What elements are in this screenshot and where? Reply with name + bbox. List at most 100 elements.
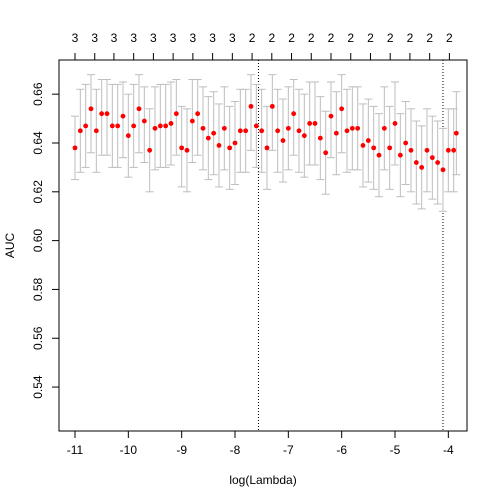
top-tick-label: 3 bbox=[170, 31, 177, 45]
data-point bbox=[115, 123, 121, 129]
data-point bbox=[317, 135, 323, 141]
data-point bbox=[413, 160, 419, 165]
top-tick-label: 3 bbox=[91, 31, 98, 45]
data-point bbox=[381, 125, 387, 131]
data-point bbox=[232, 140, 238, 146]
data-point bbox=[152, 125, 158, 131]
data-point bbox=[376, 152, 382, 158]
data-point bbox=[264, 145, 270, 151]
x-tick-label: -5 bbox=[390, 443, 401, 457]
data-point bbox=[211, 130, 217, 136]
top-tick-label: 3 bbox=[190, 31, 197, 45]
x-tick-label: -11 bbox=[67, 443, 84, 457]
top-tick-label: 3 bbox=[72, 31, 79, 45]
y-tick-label: 0.66 bbox=[31, 82, 45, 106]
data-point bbox=[280, 138, 286, 143]
top-tick-label: 2 bbox=[328, 31, 335, 45]
data-point bbox=[259, 128, 265, 134]
data-point bbox=[93, 128, 99, 134]
top-tick-label: 2 bbox=[446, 31, 453, 45]
data-point bbox=[275, 128, 281, 134]
data-point bbox=[291, 111, 297, 117]
data-point bbox=[125, 133, 131, 139]
error-bar bbox=[103, 79, 111, 156]
data-point bbox=[440, 167, 446, 173]
top-tick-label: 2 bbox=[347, 31, 354, 45]
x-tick-label: -6 bbox=[336, 443, 347, 457]
top-tick-label: 2 bbox=[407, 31, 414, 45]
data-point bbox=[365, 138, 371, 143]
x-tick-label: -10 bbox=[120, 443, 138, 457]
data-point bbox=[419, 164, 425, 170]
data-point bbox=[136, 106, 142, 112]
data-point bbox=[451, 147, 457, 153]
top-tick-label: 2 bbox=[249, 31, 256, 45]
data-point bbox=[77, 128, 83, 134]
data-point bbox=[141, 118, 147, 124]
x-tick-label: -8 bbox=[230, 443, 241, 457]
data-point bbox=[349, 125, 355, 131]
data-point bbox=[301, 133, 307, 139]
data-point bbox=[131, 123, 137, 129]
data-point bbox=[184, 147, 190, 153]
data-point bbox=[424, 147, 430, 153]
data-point bbox=[435, 160, 441, 165]
data-point bbox=[205, 135, 211, 141]
error-bar bbox=[135, 74, 143, 154]
data-point bbox=[397, 152, 403, 158]
data-point bbox=[88, 106, 94, 112]
data-point bbox=[173, 111, 179, 117]
data-point bbox=[296, 128, 302, 134]
data-point bbox=[221, 125, 227, 131]
data-point bbox=[189, 118, 195, 124]
data-point bbox=[392, 121, 398, 126]
top-tick-label: 3 bbox=[209, 31, 216, 45]
top-tick-label: 3 bbox=[150, 31, 157, 45]
data-point bbox=[104, 111, 110, 117]
data-point bbox=[195, 111, 201, 117]
data-point bbox=[216, 143, 222, 148]
error-bar bbox=[119, 81, 127, 159]
reference-lines bbox=[257, 60, 444, 431]
data-points bbox=[72, 103, 459, 173]
data-point bbox=[333, 130, 339, 136]
data-point bbox=[163, 123, 169, 129]
data-point bbox=[344, 128, 350, 134]
y-tick-label: 0.56 bbox=[31, 326, 45, 350]
top-tick-label: 2 bbox=[308, 31, 315, 45]
top-tick-label: 2 bbox=[387, 31, 394, 45]
data-point bbox=[371, 145, 377, 151]
y-tick-label: 0.62 bbox=[31, 180, 45, 204]
error-bar bbox=[327, 81, 335, 159]
x-tick-label: -7 bbox=[283, 443, 294, 457]
data-point bbox=[248, 103, 254, 109]
y-axis: 0.54 0.56 0.58 0.60 0.62 0.64 0.66 bbox=[31, 82, 60, 399]
data-point bbox=[360, 143, 366, 148]
data-point bbox=[179, 145, 185, 151]
error-bar bbox=[87, 74, 95, 154]
error-bar bbox=[337, 74, 346, 154]
error-bar bbox=[268, 74, 277, 151]
data-point bbox=[307, 121, 313, 126]
error-bar bbox=[193, 79, 202, 156]
x-axis: -11 -10 -9 -8 -7 -6 -5 -4 bbox=[67, 430, 454, 457]
data-point bbox=[200, 125, 206, 131]
data-point bbox=[339, 106, 345, 112]
x-axis-title: log(Lambda) bbox=[229, 473, 296, 487]
top-tick-label: 3 bbox=[229, 31, 236, 45]
y-tick-label: 0.54 bbox=[31, 375, 45, 399]
data-point bbox=[328, 113, 334, 119]
data-point bbox=[408, 147, 414, 153]
error-bar bbox=[140, 86, 149, 164]
error-bars bbox=[71, 74, 461, 212]
x-tick-label: -4 bbox=[443, 443, 454, 457]
data-point bbox=[109, 123, 115, 129]
y-tick-label: 0.60 bbox=[31, 229, 45, 253]
data-point bbox=[99, 111, 105, 117]
data-point bbox=[227, 145, 233, 151]
data-point bbox=[147, 147, 153, 153]
top-tick-label: 2 bbox=[288, 31, 295, 45]
top-tick-label: 3 bbox=[130, 31, 137, 45]
data-point bbox=[157, 123, 163, 129]
top-tick-label: 2 bbox=[426, 31, 433, 45]
